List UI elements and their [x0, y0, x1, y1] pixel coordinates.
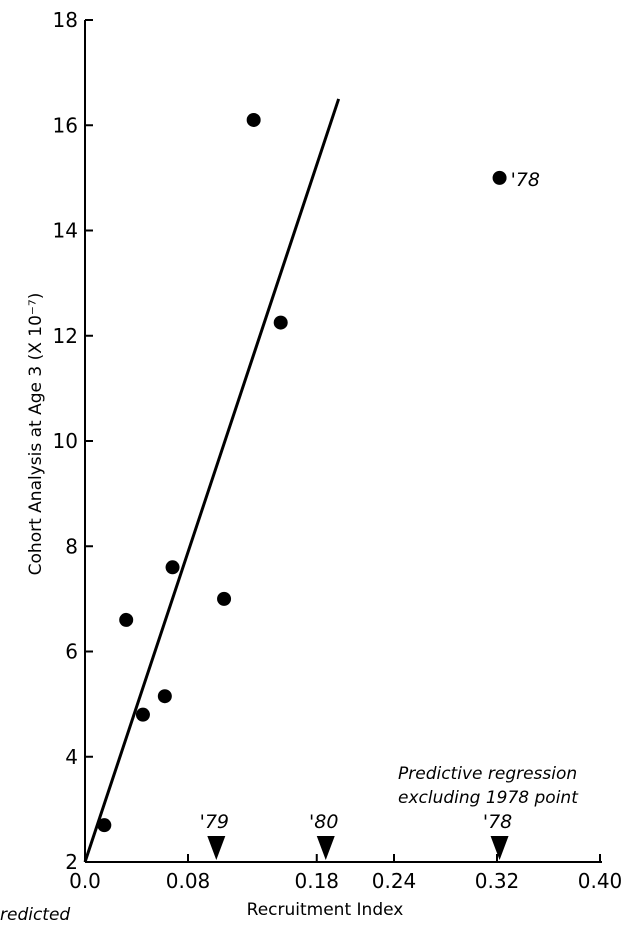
x-tick-label: 0.40 [578, 869, 623, 893]
points-group: '78 [97, 112, 540, 833]
predicted-marker-triangle [316, 836, 335, 860]
data-point [157, 689, 172, 704]
annotation-line-1: Predictive regression [398, 764, 577, 784]
y-tick-label: 2 [65, 850, 78, 874]
predicted-marker-triangle [207, 836, 226, 860]
x-tick-label: 0.08 [166, 869, 211, 893]
axes [84, 20, 602, 863]
x-tick-label: 0.24 [372, 869, 417, 893]
data-point [217, 591, 232, 606]
predicted-marker-label: '79 [200, 811, 229, 833]
y-axis-title: Cohort Analysis at Age 3 (X 10⁻⁷) [26, 293, 46, 576]
y-tick-label: 6 [65, 640, 78, 664]
y-tick-label: 18 [53, 8, 78, 32]
regression-group [83, 98, 341, 863]
regression-line [83, 98, 341, 863]
y-tick-label: 14 [53, 219, 78, 243]
data-point [97, 818, 112, 833]
ticks: 2 4 6 8 10 12 14 16 18 0.0 0.08 0.18 0.24 0.32 0.40 [53, 8, 623, 893]
x-tick-label: 0.32 [475, 869, 520, 893]
predicted-marker-label: '80 [309, 811, 338, 833]
data-point-label: '78 [511, 169, 540, 191]
data-point [119, 612, 134, 627]
data-point [273, 315, 288, 330]
data-point [135, 707, 150, 722]
predicted-marker-label: '78 [483, 811, 512, 833]
y-tick-label: 8 [65, 534, 78, 558]
data-point [246, 112, 261, 127]
y-tick-label: 12 [53, 324, 78, 348]
annotation-line-2: excluding 1978 point [398, 788, 579, 808]
y-tick-label: 4 [65, 745, 78, 769]
x-axis-title: Recruitment Index [247, 900, 404, 920]
x-tick-label: 0.0 [69, 869, 101, 893]
predicted-marker-triangle [490, 836, 509, 860]
data-point [165, 560, 180, 575]
annotation-predicted: redicted [0, 905, 70, 925]
predicted-markers-group: '79 '80 '78 [200, 811, 512, 860]
x-tick-label: 0.18 [294, 869, 339, 893]
data-point [492, 170, 507, 185]
y-tick-label: 10 [53, 429, 78, 453]
y-tick-label: 16 [53, 113, 78, 137]
